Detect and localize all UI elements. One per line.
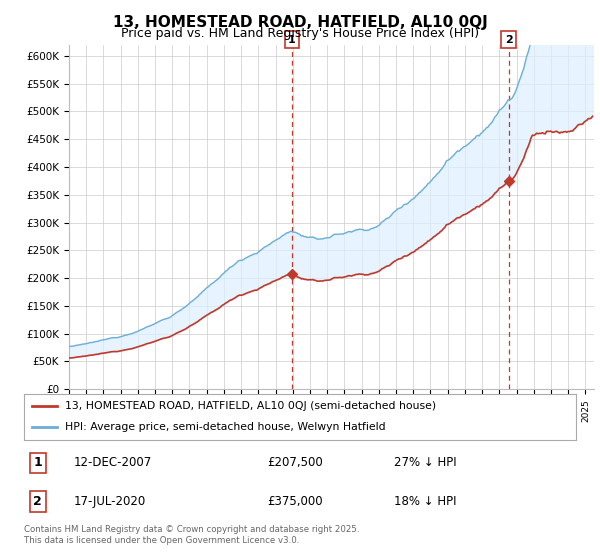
Text: Price paid vs. HM Land Registry's House Price Index (HPI): Price paid vs. HM Land Registry's House … xyxy=(121,27,479,40)
Text: 18% ↓ HPI: 18% ↓ HPI xyxy=(394,495,457,508)
Text: £375,000: £375,000 xyxy=(267,495,323,508)
Text: 2: 2 xyxy=(505,35,512,45)
Text: 1: 1 xyxy=(34,456,42,469)
Text: HPI: Average price, semi-detached house, Welwyn Hatfield: HPI: Average price, semi-detached house,… xyxy=(65,422,386,432)
Text: 27% ↓ HPI: 27% ↓ HPI xyxy=(394,456,457,469)
Text: 13, HOMESTEAD ROAD, HATFIELD, AL10 0QJ: 13, HOMESTEAD ROAD, HATFIELD, AL10 0QJ xyxy=(113,15,487,30)
Text: £207,500: £207,500 xyxy=(267,456,323,469)
Text: 13, HOMESTEAD ROAD, HATFIELD, AL10 0QJ (semi-detached house): 13, HOMESTEAD ROAD, HATFIELD, AL10 0QJ (… xyxy=(65,401,437,411)
Text: 1: 1 xyxy=(288,35,296,45)
Text: 2: 2 xyxy=(34,495,42,508)
Text: 12-DEC-2007: 12-DEC-2007 xyxy=(74,456,152,469)
Text: Contains HM Land Registry data © Crown copyright and database right 2025.
This d: Contains HM Land Registry data © Crown c… xyxy=(24,525,359,545)
Text: 17-JUL-2020: 17-JUL-2020 xyxy=(74,495,146,508)
